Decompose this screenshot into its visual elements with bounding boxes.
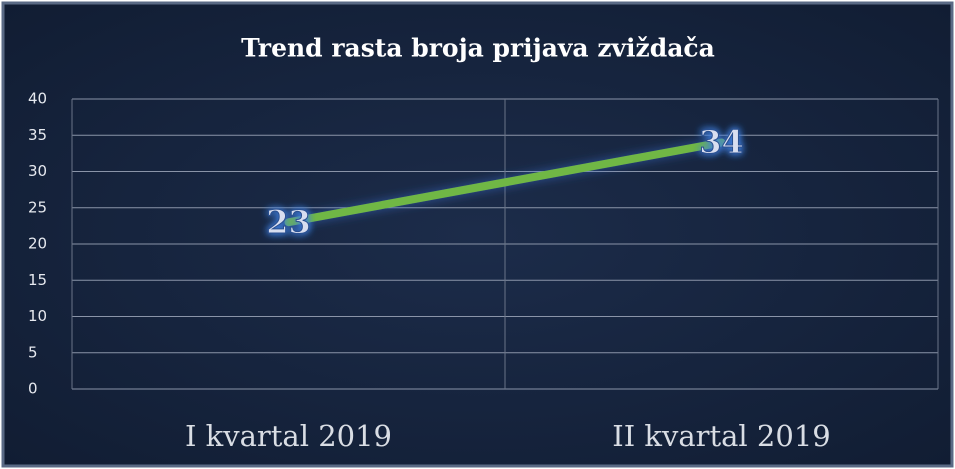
y-tick-label: 15 [28, 271, 47, 289]
y-tick-label: 0 [28, 380, 38, 398]
y-tick-label: 5 [28, 343, 38, 361]
data-label: 34 [699, 123, 744, 161]
data-label: 23 [266, 203, 311, 241]
y-tick-label: 35 [28, 126, 47, 144]
x-tick-label: II kvartal 2019 [612, 419, 830, 453]
y-tick-label: 10 [28, 307, 47, 325]
y-tick-label: 25 [28, 198, 47, 216]
y-tick-label: 40 [28, 90, 47, 108]
chart-title: Trend rasta broja prijava zviždača [241, 34, 715, 63]
y-tick-label: 30 [28, 162, 47, 180]
y-tick-label: 20 [28, 235, 47, 253]
x-tick-label: I kvartal 2019 [185, 419, 392, 453]
line [284, 138, 726, 227]
